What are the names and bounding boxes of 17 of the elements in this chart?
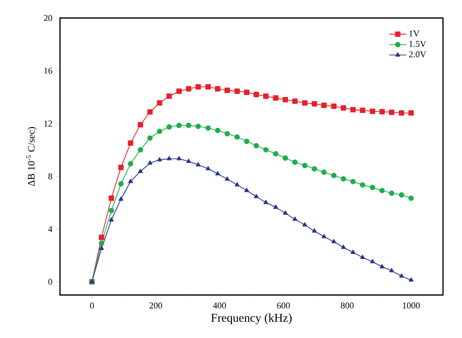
x-tick-label: 600 xyxy=(277,302,290,309)
y-tick-label: 16 xyxy=(44,68,52,74)
x-axis-title: Frequency (kHz) xyxy=(211,313,292,324)
y-tick-label: 12 xyxy=(44,120,52,126)
x-tick-label: 400 xyxy=(213,302,226,309)
y-tick-label: 0 xyxy=(48,278,52,285)
legend-label: 1V xyxy=(409,30,420,37)
y-axis-title: ΔB 10$^{-5}$ C/sec) xyxy=(26,127,37,186)
x-tick-label: 0 xyxy=(90,302,94,309)
legend-label: 2.0V xyxy=(409,51,426,58)
y-tick-label: 8 xyxy=(48,173,52,180)
legend-label: 1.5V xyxy=(409,40,426,47)
x-tick-label: 200 xyxy=(149,302,162,309)
y-tick-label: 4 xyxy=(48,226,52,232)
y-tick-label: 20 xyxy=(44,14,52,22)
x-tick-label: 800 xyxy=(340,302,354,309)
x-tick-label: 1000 xyxy=(402,302,420,309)
